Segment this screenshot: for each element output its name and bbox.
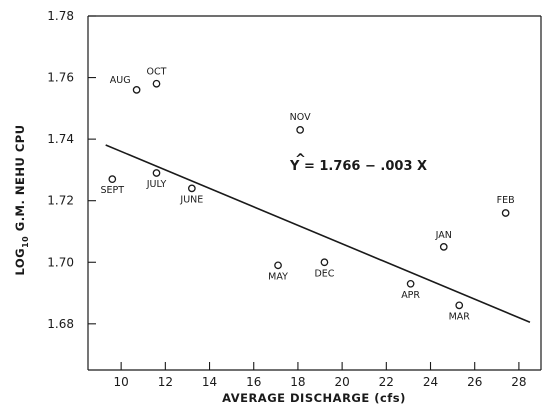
y-axis-title-prefix: LOG [13, 248, 27, 276]
regression-line [105, 144, 531, 324]
x-tick-label: 24 [423, 375, 438, 389]
data-points: AUG OCT SEPT JULY JUNE NOV MAY DEC APR JAN MAR FEB [101, 67, 515, 323]
data-point-label: DEC [314, 268, 334, 279]
data-point [132, 86, 141, 94]
y-tick-label: 1.74 [47, 132, 74, 146]
data-point-label: APR [401, 290, 420, 301]
y-tick-label: 1.70 [47, 255, 74, 269]
data-point-label: JAN [435, 230, 452, 241]
x-tick-label: 28 [511, 375, 526, 389]
data-point [108, 175, 117, 183]
x-tick-label: 16 [246, 375, 261, 389]
data-point [439, 243, 448, 251]
data-point [188, 184, 196, 193]
y-axis-title: LOG10 G.M. NEHU CPU [13, 124, 30, 275]
regression-equation: Y = 1.766 − .003 X [289, 159, 427, 174]
data-point-label: NOV [290, 112, 311, 123]
data-point-label: FEB [497, 195, 515, 206]
data-point [152, 169, 161, 177]
y-tick-label: 1.78 [47, 9, 74, 23]
data-point-label: MAR [449, 311, 471, 322]
data-point-label: OCT [147, 67, 167, 78]
data-point [274, 261, 282, 270]
x-tick-label: 18 [290, 375, 305, 389]
x-tick-label: 14 [202, 375, 217, 389]
data-point [320, 258, 329, 267]
data-point-label: JULY [146, 179, 167, 190]
data-point [296, 126, 304, 134]
regression-equation-hat: ^ [295, 152, 306, 167]
axes [87, 15, 542, 371]
y-tick-label: 1.72 [47, 194, 74, 208]
data-point [406, 279, 415, 288]
y-ticks: 1.68 1.70 1.72 1.74 1.76 1.78 [47, 9, 96, 331]
x-tick-label: 10 [114, 375, 129, 389]
x-axis-title: AVERAGE DISCHARGE (cfs) [222, 391, 406, 405]
data-point [455, 301, 464, 310]
data-point-label: MAY [268, 271, 288, 282]
y-tick-label: 1.76 [47, 71, 74, 85]
data-point-label: JUNE [179, 194, 203, 205]
data-point [152, 79, 161, 88]
x-tick-label: 12 [158, 375, 173, 389]
x-tick-label: 26 [467, 375, 482, 389]
data-point-label: AUG [110, 75, 131, 86]
x-ticks: 10 12 14 16 18 20 22 24 26 28 [114, 362, 527, 389]
y-axis-title-subscript: 10 [21, 236, 30, 248]
x-tick-label: 20 [334, 375, 349, 389]
y-tick-label: 1.68 [47, 317, 74, 331]
y-axis-title-rest: G.M. NEHU CPU [13, 124, 27, 235]
data-point [501, 209, 510, 217]
data-point-label: SEPT [101, 185, 125, 196]
regression-group [105, 144, 531, 324]
x-tick-label: 22 [379, 375, 394, 389]
